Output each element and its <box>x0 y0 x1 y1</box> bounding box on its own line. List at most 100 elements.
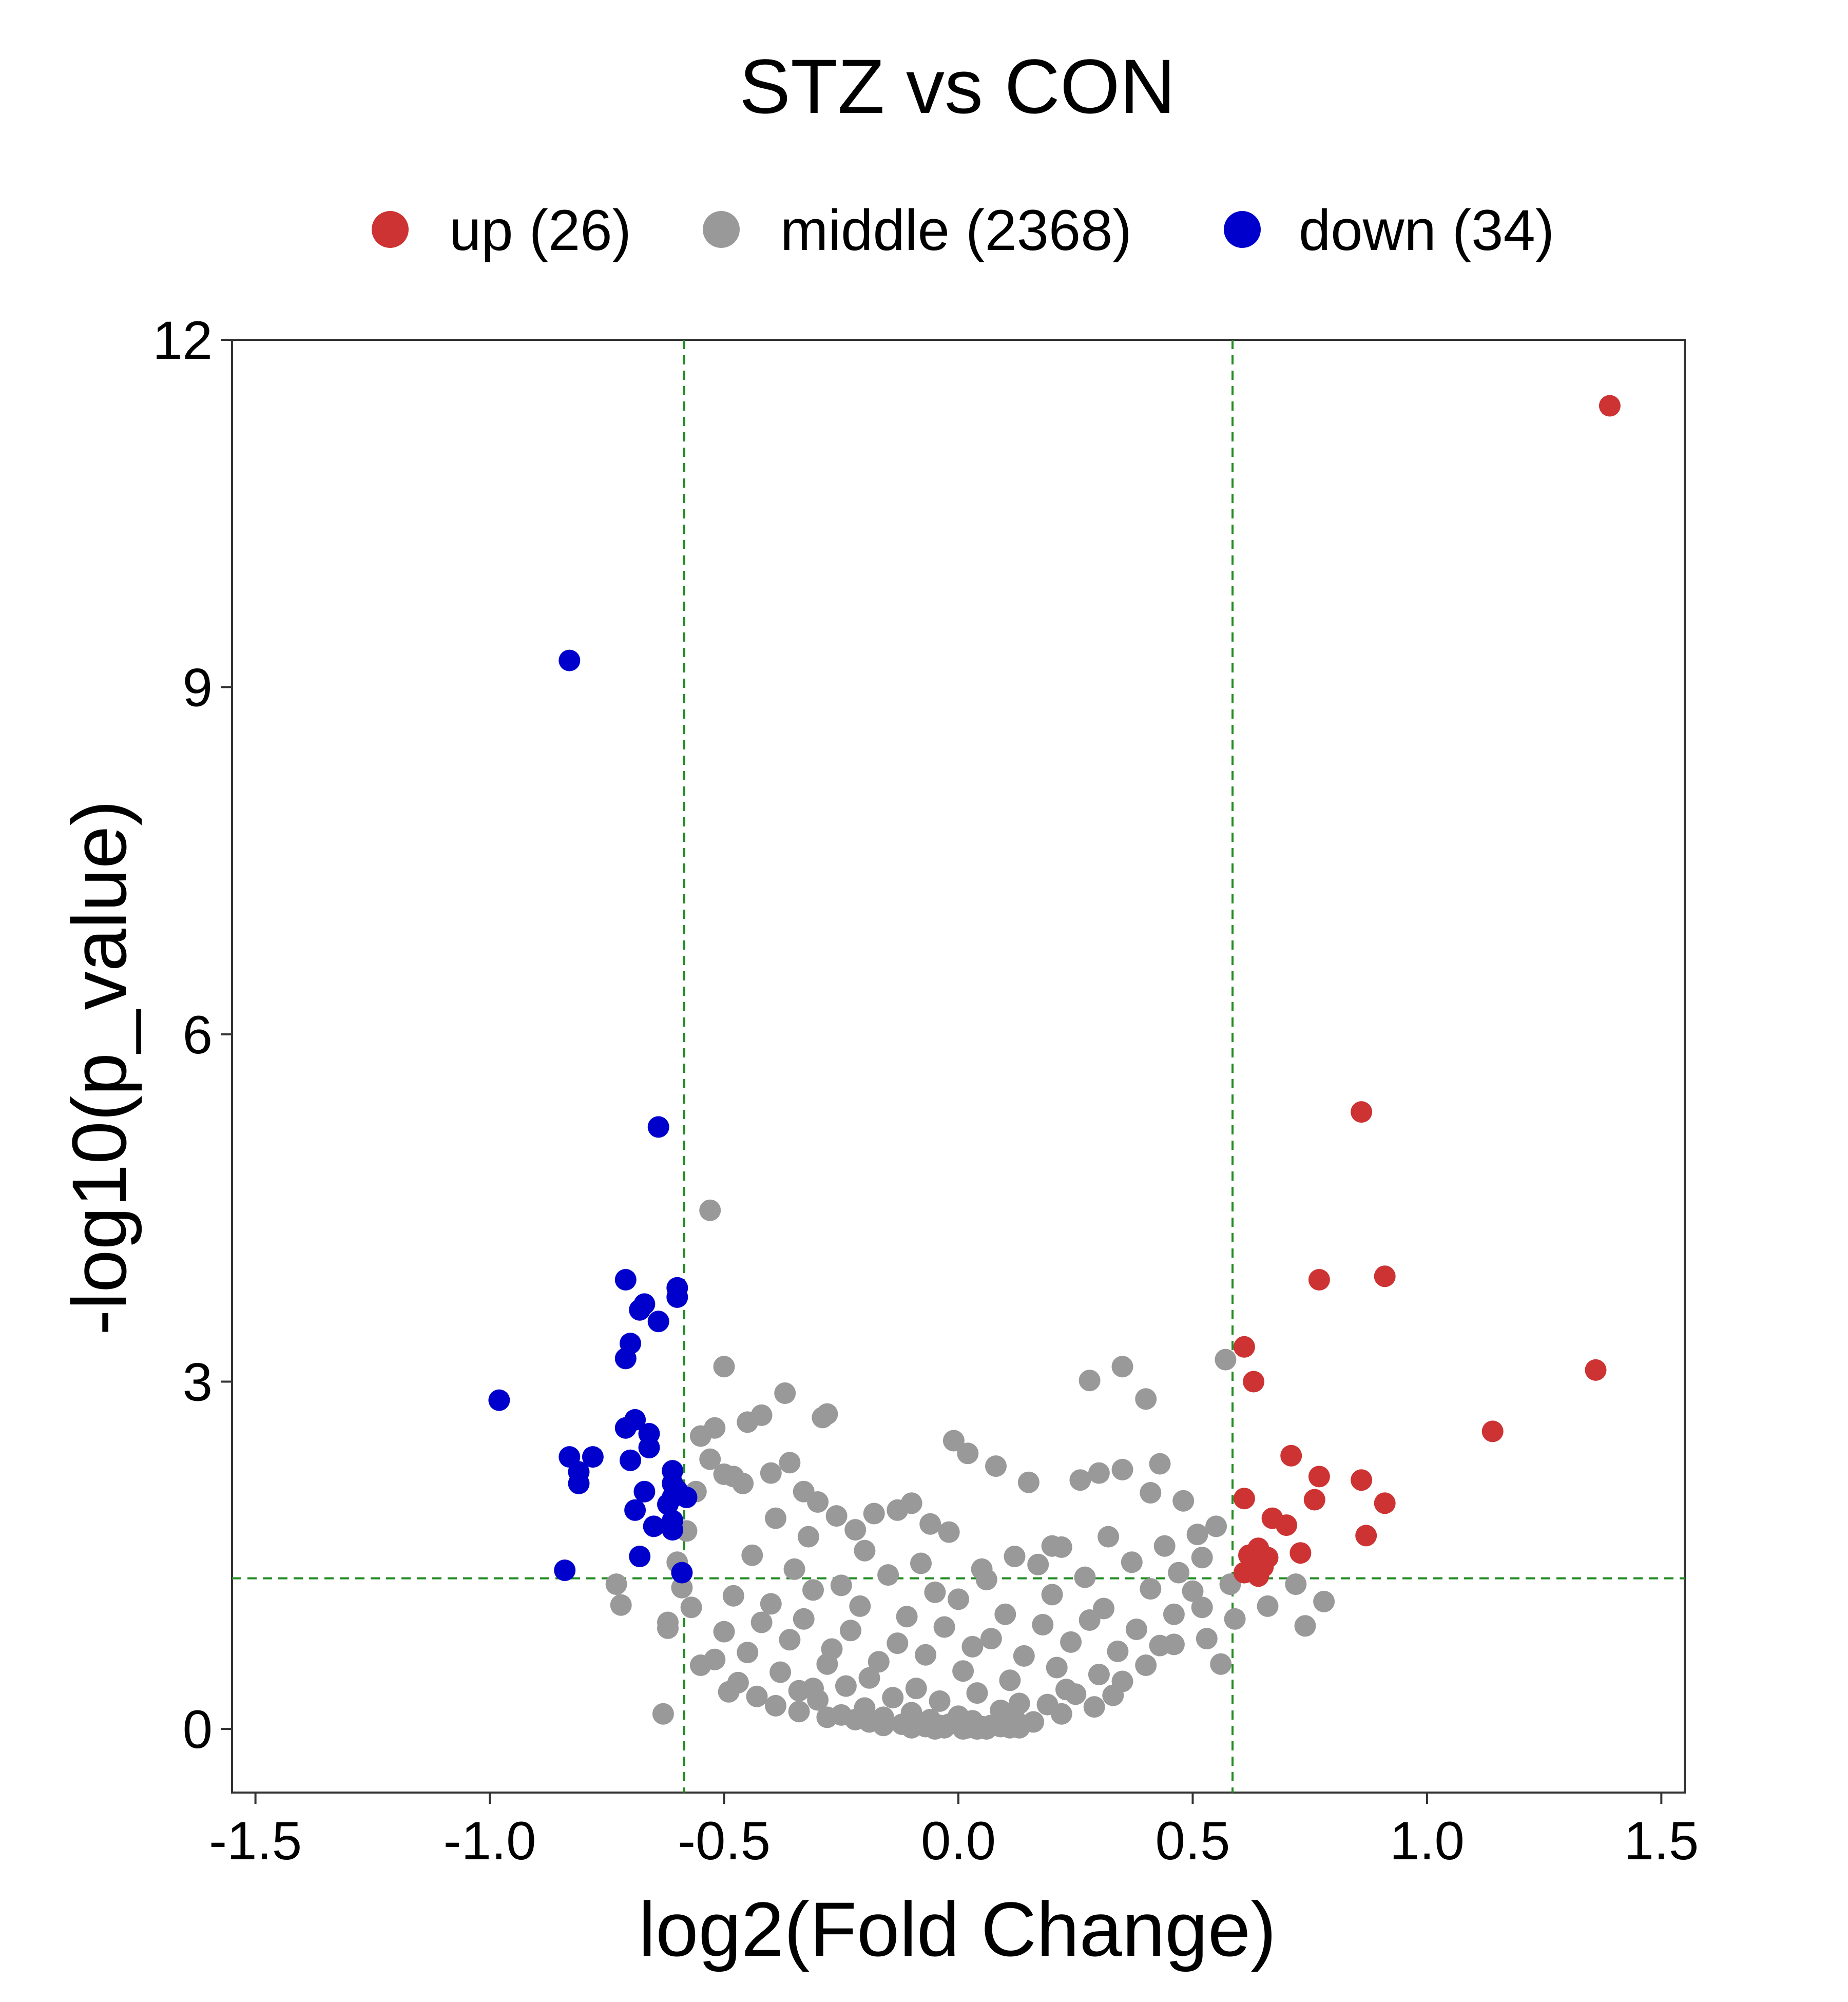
point <box>910 1552 932 1574</box>
point <box>638 1437 660 1458</box>
point <box>863 1503 885 1525</box>
point <box>1355 1525 1377 1547</box>
point <box>699 1199 721 1221</box>
point <box>666 1286 688 1308</box>
point <box>1111 1458 1133 1480</box>
point <box>849 1595 871 1617</box>
data-points <box>488 395 1621 1740</box>
point <box>1027 1553 1049 1575</box>
point <box>1046 1657 1068 1679</box>
point <box>807 1491 829 1513</box>
point <box>919 1513 941 1535</box>
point <box>1191 1547 1213 1569</box>
point <box>680 1596 702 1619</box>
point <box>1374 1265 1396 1287</box>
point <box>614 1269 637 1291</box>
point <box>1481 1420 1504 1442</box>
series-0 <box>1233 395 1621 1587</box>
point <box>610 1594 632 1616</box>
point <box>1233 1488 1255 1510</box>
point <box>980 1628 1002 1650</box>
point <box>1172 1490 1195 1512</box>
y-axis: 0 3 6 9 12 <box>152 311 232 1760</box>
legend-key-2 <box>1224 211 1261 248</box>
point <box>797 1526 819 1548</box>
point <box>1210 1653 1232 1675</box>
point <box>957 1442 979 1465</box>
point <box>689 1654 711 1676</box>
point <box>858 1667 880 1689</box>
legend-label-2: down (34) <box>1299 198 1554 262</box>
point <box>643 1515 665 1537</box>
point <box>812 1407 834 1429</box>
point <box>671 1562 693 1584</box>
point <box>1294 1615 1316 1637</box>
point <box>887 1632 909 1654</box>
point <box>952 1660 974 1682</box>
point <box>718 1681 740 1703</box>
point <box>1098 1526 1120 1548</box>
point <box>1186 1524 1208 1546</box>
point <box>620 1449 641 1471</box>
point <box>816 1706 838 1728</box>
point <box>614 1348 637 1370</box>
point <box>1065 1683 1087 1705</box>
point <box>1121 1551 1143 1573</box>
point <box>1032 1614 1054 1635</box>
point <box>942 1430 965 1452</box>
point <box>966 1682 988 1704</box>
point <box>1351 1101 1373 1123</box>
point <box>788 1701 810 1723</box>
point <box>1163 1603 1185 1625</box>
point <box>1125 1619 1147 1640</box>
point <box>760 1593 782 1615</box>
point <box>554 1560 576 1581</box>
point <box>900 1492 922 1514</box>
point <box>1303 1489 1325 1511</box>
point <box>633 1480 656 1503</box>
point <box>737 1411 759 1433</box>
x-tick-label: -1.5 <box>209 1811 302 1871</box>
point <box>1111 1356 1133 1378</box>
point <box>765 1695 786 1717</box>
chart-title: STZ vs CON <box>739 43 1176 129</box>
point <box>1079 1370 1101 1392</box>
point <box>629 1546 651 1567</box>
point <box>568 1472 590 1494</box>
point <box>868 1651 890 1673</box>
point <box>1280 1445 1302 1467</box>
point <box>779 1452 801 1474</box>
point <box>999 1717 1021 1739</box>
point <box>713 1621 735 1643</box>
point <box>844 1519 867 1541</box>
point <box>896 1606 918 1628</box>
point <box>614 1417 637 1439</box>
point <box>933 1616 955 1638</box>
point <box>1163 1633 1185 1656</box>
point <box>699 1448 721 1470</box>
point <box>924 1718 946 1740</box>
point <box>1182 1580 1204 1602</box>
legend-label-0: up (26) <box>449 198 631 262</box>
legend: up (26) middle (2368) down (34) <box>372 198 1554 262</box>
point <box>835 1675 857 1697</box>
point <box>488 1389 510 1411</box>
point <box>1224 1608 1246 1630</box>
point <box>1088 1462 1110 1484</box>
point <box>779 1629 801 1651</box>
point <box>1243 1371 1265 1393</box>
point <box>1135 1654 1157 1676</box>
x-axis: -1.5 -1.0 -0.5 0.0 0.5 1.0 1.5 <box>209 1793 1699 1871</box>
point <box>1083 1696 1105 1718</box>
point <box>1079 1609 1101 1631</box>
point <box>1111 1670 1133 1692</box>
point <box>975 1718 997 1740</box>
y-tick-label: 6 <box>183 1005 213 1065</box>
point <box>1017 1471 1040 1493</box>
point <box>1285 1573 1307 1595</box>
point <box>793 1608 815 1630</box>
point <box>647 1311 669 1333</box>
point <box>825 1505 848 1527</box>
